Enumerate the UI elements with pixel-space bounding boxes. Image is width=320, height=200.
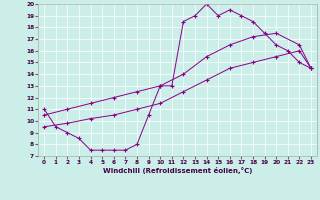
X-axis label: Windchill (Refroidissement éolien,°C): Windchill (Refroidissement éolien,°C) (103, 167, 252, 174)
